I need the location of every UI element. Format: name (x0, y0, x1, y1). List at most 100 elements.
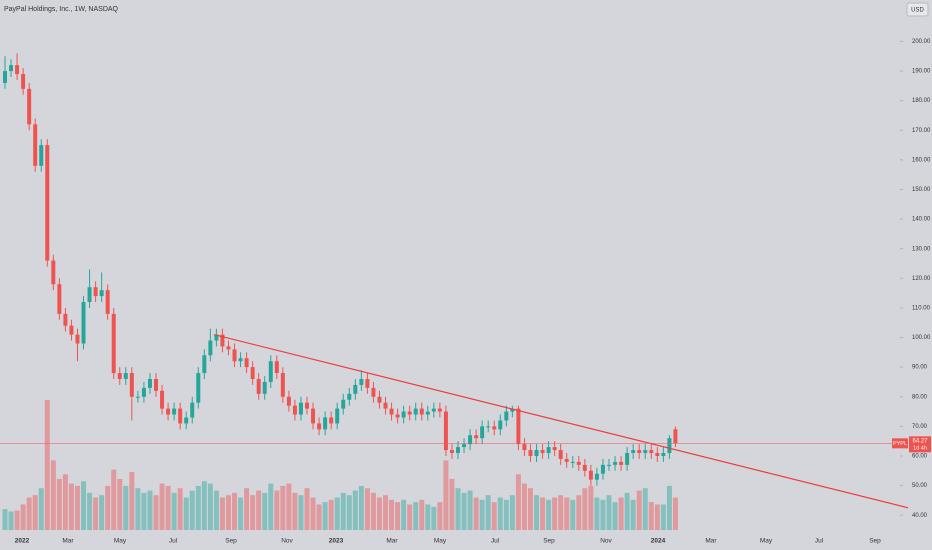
y-tick-label: 100.00 (912, 335, 931, 341)
candle-body (33, 124, 38, 166)
candle-body (631, 450, 636, 454)
trendline (213, 333, 909, 509)
volume-bar (588, 485, 594, 530)
volume-bar (395, 502, 401, 530)
volume-bar (195, 485, 201, 530)
y-tick-label: 200.00 (912, 39, 931, 45)
candle-body (401, 411, 406, 418)
candle-body (462, 444, 467, 448)
candle-body (407, 411, 412, 415)
candle-body (673, 429, 678, 444)
candle-body (214, 334, 219, 341)
candle-body (51, 260, 56, 285)
symbol-box (892, 438, 908, 449)
candle-body (413, 408, 418, 415)
volume-bar (564, 497, 570, 530)
candle-body (21, 74, 26, 89)
volume-bar (62, 474, 68, 530)
candle-body (619, 461, 624, 465)
x-tick-label: May (114, 538, 127, 545)
volume-bar (274, 490, 280, 530)
candle-body (564, 458, 569, 462)
volume-bar (376, 497, 382, 530)
volume-bar (443, 460, 449, 530)
candle-body (437, 408, 442, 412)
candle-body (546, 447, 551, 454)
candle-body (250, 367, 255, 379)
countdown-label: 1d 4h (913, 445, 927, 451)
volume-bar (147, 490, 153, 530)
candle-body (637, 450, 642, 454)
volume-bar (99, 495, 105, 530)
volume-bar (50, 460, 56, 530)
volume-bar (340, 492, 346, 530)
candle-body (492, 426, 497, 430)
y-tick-label: 120.00 (912, 276, 931, 282)
candle-body (184, 417, 189, 424)
volume-bar (141, 492, 147, 530)
volume-bar (358, 485, 364, 530)
x-tick-label: Sep (225, 538, 237, 545)
candle-body (576, 461, 581, 465)
volume-bar (534, 495, 540, 530)
x-tick-label: 2024 (651, 538, 666, 545)
candle-body (196, 373, 201, 403)
volume-bar (135, 488, 141, 530)
volume-bar (437, 502, 443, 530)
volume-bar (268, 483, 274, 530)
candle-body (661, 453, 666, 456)
volume-bar (304, 488, 310, 530)
volume-bar (38, 488, 44, 530)
candle-body (190, 402, 195, 418)
candle-body (268, 361, 273, 382)
volume-bar (642, 488, 648, 530)
volume-bar (515, 474, 521, 530)
candle-body (594, 473, 599, 480)
candle-body (45, 145, 50, 261)
volume-bar (401, 499, 407, 530)
volume-bar (322, 502, 328, 530)
volume-bar (346, 495, 352, 530)
candle-body (582, 464, 587, 471)
candle-body (329, 417, 334, 424)
y-tick-label: 110.00 (912, 306, 931, 312)
candle-body (262, 381, 267, 394)
currency[interactable]: USD (911, 8, 924, 14)
x-tick-label: May (760, 538, 773, 545)
volume-bar (280, 485, 286, 530)
volume-bar (14, 510, 20, 530)
volume-bar (389, 499, 395, 530)
volume-bar (419, 499, 425, 530)
candle-body (443, 411, 448, 451)
y-tick-label: 50.00 (912, 483, 928, 489)
volume-bar (479, 499, 485, 530)
candle-body (220, 334, 225, 347)
y-tick-label: 40.00 (912, 513, 928, 519)
volume-bar (485, 495, 491, 530)
volume-bar (413, 502, 419, 530)
candle-body (317, 423, 322, 430)
volume-bar (2, 509, 8, 530)
x-tick-label: 2022 (15, 538, 30, 545)
volume-bar (262, 492, 268, 530)
volume-bar (111, 469, 117, 530)
candle-body (540, 450, 545, 454)
volume-bar (183, 497, 189, 530)
volume-bar (648, 502, 654, 530)
volume-bar (654, 504, 660, 530)
candle-body (280, 373, 285, 397)
candle-body (117, 373, 122, 379)
volume-bar (225, 495, 231, 530)
currency-box[interactable] (906, 2, 929, 17)
candle-body (341, 399, 346, 409)
candle-body (178, 408, 183, 424)
candle-body (600, 464, 605, 474)
volume-bar (407, 504, 413, 530)
y-tick-label: 80.00 (912, 394, 928, 400)
candle-body (474, 435, 479, 439)
candle-body (311, 408, 316, 424)
candle-body (383, 402, 388, 409)
candle-body (105, 290, 110, 314)
volume-bar (328, 499, 334, 530)
